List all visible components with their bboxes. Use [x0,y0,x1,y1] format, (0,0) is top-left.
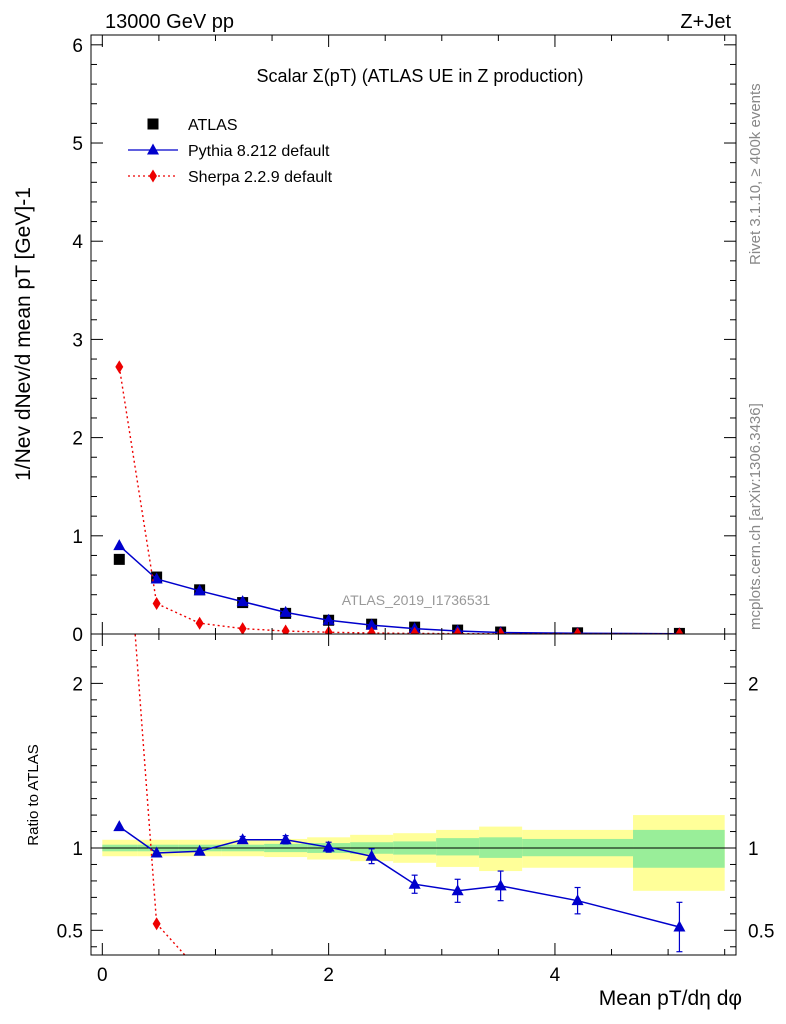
legend-pythia-label: Pythia 8.212 default [188,143,330,160]
ratio-band-inner [436,838,480,856]
ratio-pythia-point [150,846,163,858]
ratio-y-tick-label-right: 1 [748,839,759,860]
pythia-line [118,545,680,634]
ratio-frame [90,633,737,956]
sherpa-point [410,626,419,634]
ratio-sherpa-point [196,965,204,978]
main-y-tick-label: 5 [72,134,83,155]
energy-label: 13000 GeV pp [105,11,234,33]
legend-pythia-marker [147,143,159,155]
main-y-tick-label: 6 [72,36,83,57]
mcplots-label: mcplots.cern.ch [arXiv:1306.3436] [747,403,764,630]
ratio-band-inner [633,829,725,868]
pythia-point [322,613,335,625]
ratio-pythia-point [236,833,249,845]
ratio-panel: 0.5 0.5 1 1 2 2 0 2 4 Ratio to ATLAS Mean pT/dη … [25,414,774,1010]
main-y-tick-label: 4 [72,232,83,253]
ratio-y-tick-label: 1 [72,839,83,860]
pythia-point [365,618,378,630]
ratio-y-tick-label-right: 2 [748,674,759,695]
pythia-point [113,539,126,551]
ratio-pythia-point [113,820,126,832]
sherpa-point [281,624,290,634]
ratio-pythia-point [279,833,292,845]
ratio-pythia-point [408,877,421,889]
x-tick-label: 4 [550,965,561,986]
sherpa-point [453,627,462,634]
pythia-point [193,584,206,596]
ratio-y-tick-label-right: 0.5 [748,921,774,942]
x-axis-label: Mean pT/dη dφ [599,987,742,1010]
ratio-pythia-point [494,879,507,891]
sherpa-point [675,627,684,634]
ratio-y-label: Ratio to ATLAS [25,744,42,845]
main-title: Scalar Σ(pT) (ATLAS UE in Z production) [257,66,584,86]
ratio-pythia-point [193,844,206,856]
ratio-y-tick-label: 0.5 [57,921,83,942]
main-y-tick-label: 0 [72,625,83,646]
ratio-pythia-point [365,849,378,861]
ratio-y-tick-label: 2 [72,674,83,695]
main-panel: 0 1 2 3 4 5 6 Scalar Σ(pT) (ATLAS UE in Z prod… [12,34,737,646]
main-y-tick-label: 2 [72,429,83,450]
sherpa-point [195,616,204,630]
pythia-point [236,595,249,607]
atlas-point [113,553,125,565]
main-y-tick-label: 1 [72,527,83,548]
x-tick-label: 0 [97,965,108,986]
main-y-tick-label: 3 [72,330,83,351]
main-y-label: 1/Nev dNev/d mean pT [GeV]-1 [12,187,35,481]
ratio-sherpa-point [152,917,161,931]
legend: ATLAS Pythia 8.212 default Sherpa 2.2.9 de… [128,117,333,186]
ratio-pythia-point [451,884,464,896]
sherpa-point [238,622,247,634]
analysis-watermark: ATLAS_2019_I1736531 [342,592,491,608]
legend-sherpa-label: Sherpa 2.2.9 default [188,169,333,186]
sherpa-point [115,360,124,374]
pythia-point [279,605,292,617]
ratio-pythia-point [322,840,335,852]
ratio-pythia-point [673,920,686,932]
x-tick-label: 2 [323,965,334,986]
legend-sherpa-marker [149,169,157,183]
legend-atlas-marker [147,118,159,130]
process-label: Z+Jet [680,11,731,33]
sherpa-point [367,626,376,634]
ratio-sherpa-line [134,634,186,955]
sherpa-point [573,627,582,634]
ratio-pythia-point [571,894,584,906]
sherpa-point [152,597,161,611]
legend-atlas-label: ATLAS [188,117,238,134]
rivet-label: Rivet 3.1.10, ≥ 400k events [747,83,764,265]
ratio-sherpa-point [115,414,123,427]
ratio-pythia-line [118,825,680,928]
